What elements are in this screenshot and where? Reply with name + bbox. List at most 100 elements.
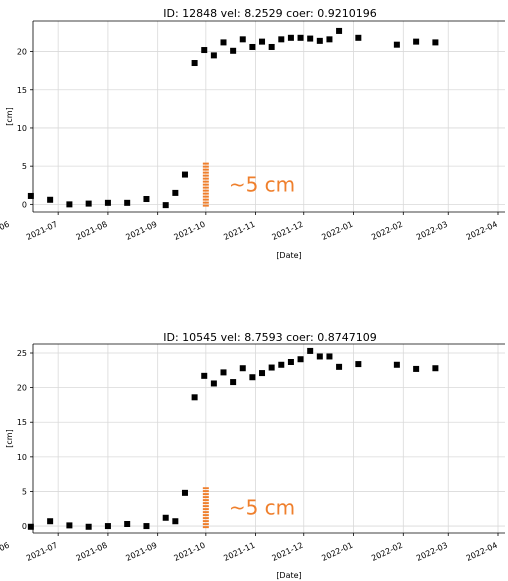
x-tick-label: 2021-08 [75,541,109,563]
data-point [47,196,54,203]
data-point [201,372,208,379]
data-point [143,523,150,530]
y-axis-label: [cm] [5,107,14,125]
y-axis-label: [cm] [5,429,14,447]
data-point [336,27,343,34]
x-tick-label: 2021-09 [124,541,158,563]
data-point [268,43,275,50]
data-point [326,353,333,360]
x-tick-label: 2022-01 [320,541,354,563]
data-point [162,202,169,209]
x-axis-label: [Date] [276,251,301,260]
data-point [230,379,237,386]
data-point [143,196,150,203]
y-tick-label: 15 [17,418,27,427]
data-point [355,34,362,41]
chart-title: ID: 12848 vel: 8.2529 coer: 0.9210196 [163,7,377,20]
data-point [259,38,266,45]
data-point [287,359,294,365]
data-point [307,35,314,42]
data-point [393,41,400,48]
x-axis-label: [Date] [276,571,301,580]
data-point [124,199,131,206]
data-point [307,347,314,354]
annotation-label: ~5 cm [229,496,295,520]
data-point [239,36,246,43]
data-point [413,38,420,45]
x-tick-label: 2022-02 [370,220,404,242]
y-tick-label: 10 [17,453,27,462]
x-tick-label: 2022-02 [370,541,404,563]
annotation-label: ~5 cm [229,172,295,196]
data-point [316,37,323,44]
data-point [172,189,179,196]
data-point [201,47,208,54]
x-tick-label: 2021-11 [222,541,256,563]
x-tick-label: 2021-12 [271,220,305,242]
data-point [259,370,266,377]
data-point [210,52,217,59]
data-point [278,36,285,43]
data-point [432,365,439,372]
y-tick-label: 10 [17,124,27,133]
data-point [355,361,362,368]
x-tick-label: 2021-09 [124,220,158,242]
data-point [432,39,439,46]
data-point [162,514,169,521]
data-point [66,201,73,208]
data-point [316,353,323,360]
data-point [66,522,73,529]
data-point [249,43,256,50]
y-tick-label: 5 [22,487,27,496]
chart-panel-1: ID: 12848 vel: 8.2529 coer: 0.9210196 0 5 1… [0,7,505,260]
x-tick-label: 2021-06 [0,220,11,242]
data-point [85,523,92,530]
data-point [278,361,285,368]
data-point [297,356,304,363]
x-tick-label: 2021-10 [173,541,207,563]
x-tick-label: 2022-01 [320,220,354,242]
x-tick-label: 2021-06 [0,541,11,563]
data-point [172,518,179,525]
data-point [210,380,217,387]
y-tick-label: 25 [17,349,27,358]
x-tick-label: 2022-03 [415,541,449,563]
data-point [104,199,111,206]
chart-panel-2: ID: 10545 vel: 8.7593 coer: 0.8747109 0 5 1… [0,331,505,580]
data-point [230,47,237,54]
data-point [268,364,275,371]
data-point [413,365,420,372]
data-point [191,60,198,67]
data-point [181,171,188,178]
data-point [220,369,227,376]
data-point [393,361,400,368]
x-tick-label: 2021-12 [271,541,305,563]
data-point [326,36,333,43]
y-tick-label: 0 [22,522,27,531]
chart-title: ID: 10545 vel: 8.7593 coer: 0.8747109 [163,331,377,344]
data-point [27,192,34,199]
y-tick-label: 15 [17,86,27,95]
x-tick-label: 2021-07 [25,541,59,563]
data-point [336,363,343,370]
data-point [181,489,188,496]
x-tick-label: 2022-04 [465,220,499,242]
x-tick-label: 2021-08 [75,220,109,242]
data-point [297,34,304,41]
data-point [249,374,256,381]
x-tick-label: 2021-10 [173,220,207,242]
x-tick-label: 2022-04 [465,541,499,563]
y-tick-label: 0 [22,200,27,209]
data-point [47,518,54,525]
data-point [104,523,111,530]
data-point [287,34,294,41]
data-point [27,523,34,530]
x-tick-label: 2021-07 [25,220,59,242]
data-point [239,365,246,372]
y-tick-label: 5 [22,162,27,171]
data-point [191,394,198,401]
x-tick-label: 2021-11 [222,220,256,242]
data-point [220,39,227,46]
y-tick-label: 20 [17,48,27,57]
